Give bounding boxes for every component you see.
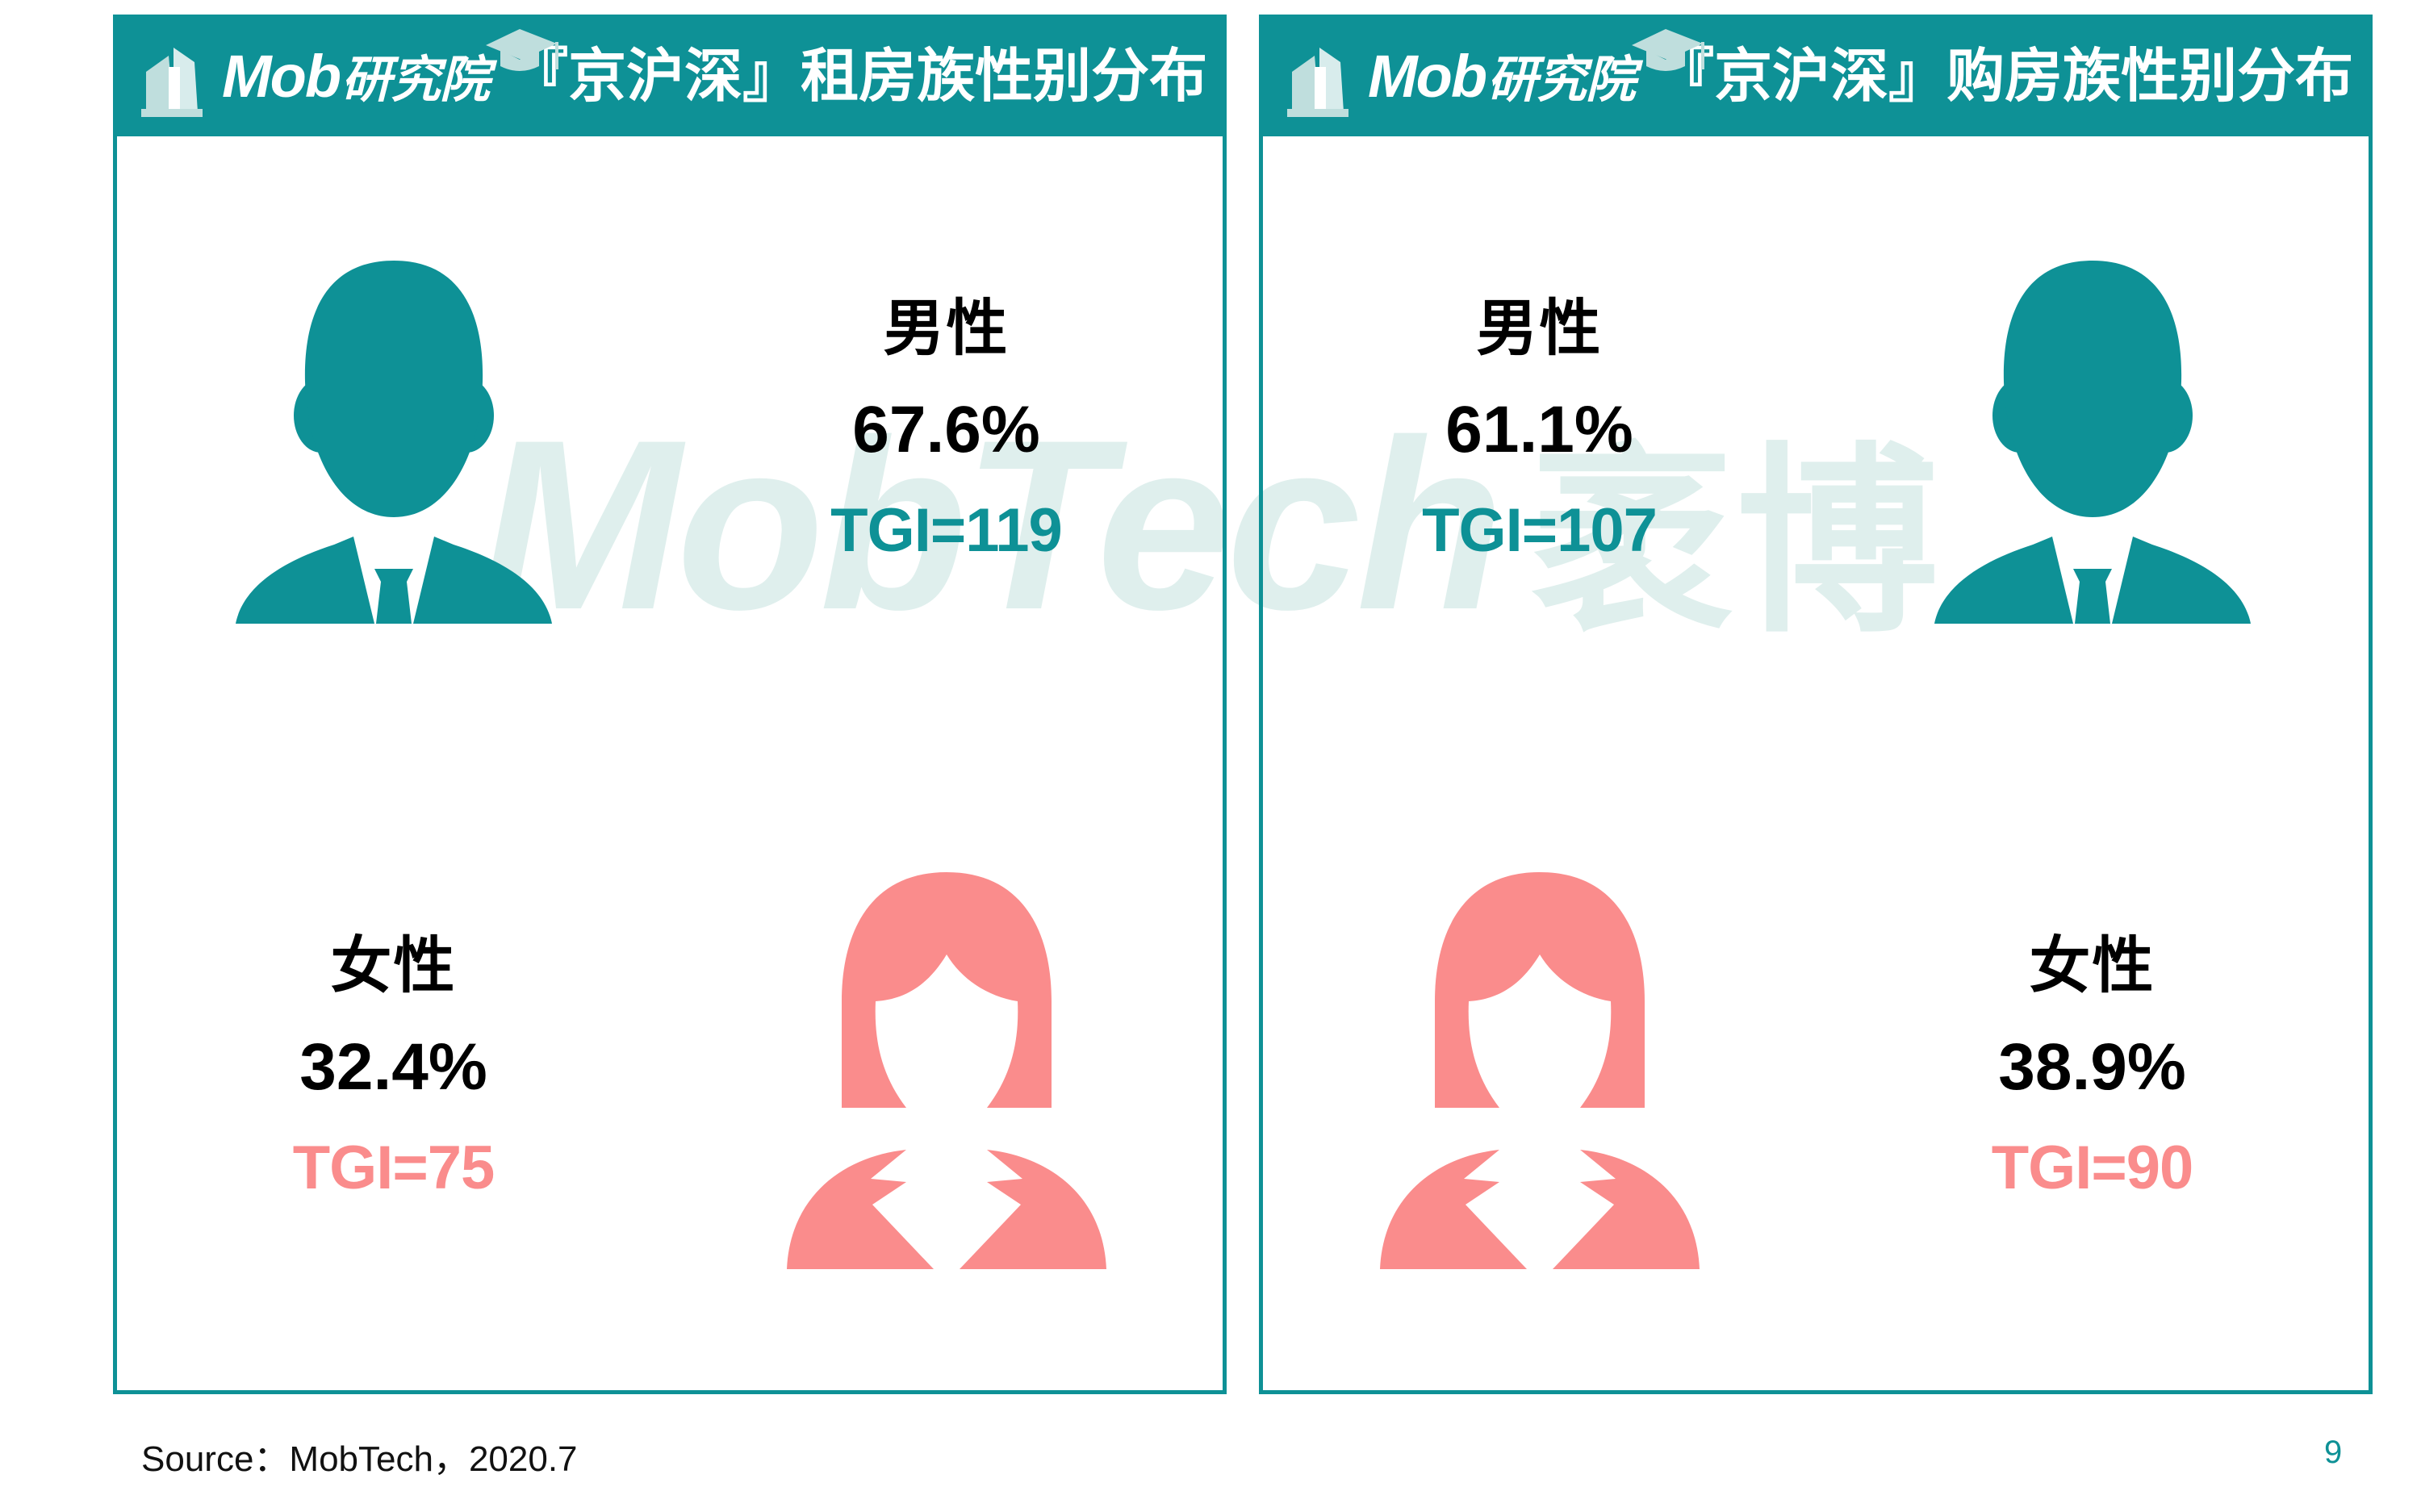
rental-female-figure-cell: [670, 809, 1223, 1326]
purchase-female-tgi: TGI=90: [1991, 1134, 2194, 1202]
logo-chinese-text: 研究院: [341, 52, 490, 108]
building-icon: [1279, 35, 1360, 119]
source-note: Source：MobTech，2020.7: [141, 1439, 578, 1479]
rental-male-tgi: TGI=119: [830, 496, 1063, 565]
building-icon: [133, 35, 214, 119]
rental-female-percent: 32.4%: [299, 1030, 487, 1104]
female-avatar-icon: [1370, 809, 1709, 1326]
purchase-male-percent: 61.1%: [1445, 393, 1633, 466]
logo-wordmark: Mob 研究院: [222, 29, 559, 110]
panel-purchase-header: Mob 研究院 『京沪深』购房族性别分布: [1261, 17, 2370, 136]
page-number: 9: [2324, 1435, 2343, 1470]
female-avatar-icon: [777, 809, 1116, 1326]
panel-rental-title: 『京沪深』租房族性别分布: [510, 44, 1208, 109]
rental-female-label: 女性: [330, 932, 457, 1000]
male-avatar-icon: [224, 180, 563, 680]
purchase-female-label: 女性: [2029, 932, 2155, 1000]
panel-rental-header: Mob 研究院 『京沪深』租房族性别分布: [115, 17, 1224, 136]
rental-female-row: 女性 32.4% TGI=75: [117, 809, 1223, 1326]
purchase-male-row: 男性 61.1% TGI=107: [1263, 180, 2369, 680]
purchase-female-figure-cell: [1263, 809, 1816, 1326]
logo-latin-text: Mob: [222, 43, 341, 110]
purchase-female-percent: 38.9%: [1998, 1030, 2186, 1104]
logo-wordmark: Mob 研究院: [1368, 29, 1705, 110]
purchase-male-label: 男性: [1476, 294, 1603, 363]
rental-male-percent: 67.6%: [852, 393, 1040, 466]
purchase-female-row: 女性 38.9% TGI=90: [1263, 809, 2369, 1326]
panel-purchase-title: 『京沪深』购房族性别分布: [1656, 44, 2354, 109]
rental-female-stats: 女性 32.4% TGI=75: [293, 936, 495, 1199]
purchase-female-stats-cell: 女性 38.9% TGI=90: [1816, 809, 2369, 1326]
purchase-male-stats-cell: 男性 61.1% TGI=107: [1263, 180, 1816, 680]
rental-male-stats: 男性 67.6% TGI=119: [830, 294, 1063, 565]
logo-chinese-text: 研究院: [1487, 52, 1636, 108]
rental-female-tgi: TGI=75: [292, 1134, 495, 1202]
logo-latin-text: Mob: [1368, 43, 1487, 110]
rental-male-row: 男性 67.6% TGI=119: [117, 180, 1223, 680]
panel-purchase: Mob 研究院 『京沪深』购房族性别分布 男性 61.1% TGI=107: [1259, 15, 2373, 1394]
purchase-female-stats: 女性 38.9% TGI=90: [1991, 932, 2194, 1202]
purchase-male-tgi: TGI=107: [1422, 496, 1658, 565]
rental-female-stats-cell: 女性 32.4% TGI=75: [117, 809, 670, 1326]
rental-male-label: 男性: [883, 294, 1010, 363]
purchase-male-stats: 男性 61.1% TGI=107: [1422, 294, 1658, 565]
panel-rental: Mob 研究院 『京沪深』租房族性别分布: [113, 15, 1227, 1394]
purchase-male-figure-cell: [1816, 180, 2369, 680]
male-avatar-icon: [1923, 180, 2262, 680]
rental-male-stats-cell: 男性 67.6% TGI=119: [670, 180, 1223, 680]
rental-male-figure-cell: [117, 180, 670, 680]
